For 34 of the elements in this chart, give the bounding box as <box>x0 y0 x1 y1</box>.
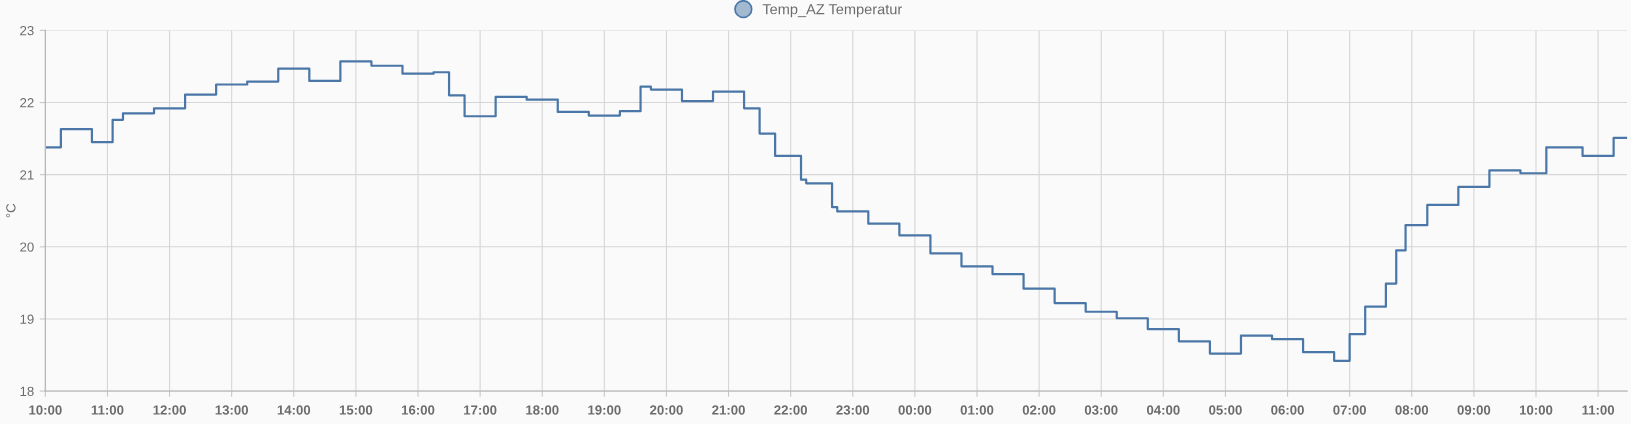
x-tick-label: 06:00 <box>1271 405 1304 415</box>
y-tick-label: 20 <box>20 242 34 252</box>
y-tick-label: 21 <box>20 170 34 180</box>
legend-label: Temp_AZ Temperatur <box>762 4 903 18</box>
x-tick-label: 18:00 <box>526 405 559 415</box>
x-tick-label: 11:00 <box>1582 405 1615 415</box>
x-tick-label: 07:00 <box>1333 405 1366 415</box>
x-tick-label: 21:00 <box>712 405 745 415</box>
y-axis-title: °C <box>6 203 16 218</box>
x-tick-label: 04:00 <box>1146 405 1180 415</box>
x-tick-label: 19:00 <box>588 405 621 415</box>
x-tick-label: 23:00 <box>836 405 870 415</box>
y-tick-label: 22 <box>20 98 34 108</box>
x-tick-label: 16:00 <box>401 405 435 415</box>
x-tick-label: 11:00 <box>91 405 124 415</box>
x-tick-label: 12:00 <box>153 405 186 415</box>
x-tick-label: 10:00 <box>29 405 62 415</box>
x-tick-label: 22:00 <box>774 405 807 415</box>
x-tick-label: 14:00 <box>277 405 311 415</box>
x-tick-label: 10:00 <box>1519 405 1553 415</box>
x-tick-label: 03:00 <box>1084 405 1118 415</box>
y-tick-label: 23 <box>20 25 34 36</box>
x-tick-label: 05:00 <box>1209 405 1242 415</box>
x-tick-label: 09:00 <box>1457 405 1491 415</box>
x-tick-label: 08:00 <box>1395 405 1429 415</box>
x-tick-label: 13:00 <box>215 405 249 415</box>
x-tick-label: 01:00 <box>960 405 994 415</box>
x-tick-label: 17:00 <box>464 405 497 415</box>
x-tick-label: 02:00 <box>1022 405 1056 415</box>
x-tick-label: 00:00 <box>898 405 932 415</box>
y-tick-label: 19 <box>20 314 34 324</box>
x-tick-label: 15:00 <box>339 405 373 415</box>
x-tick-label: 20:00 <box>650 405 683 415</box>
y-tick-label: 18 <box>20 386 34 397</box>
